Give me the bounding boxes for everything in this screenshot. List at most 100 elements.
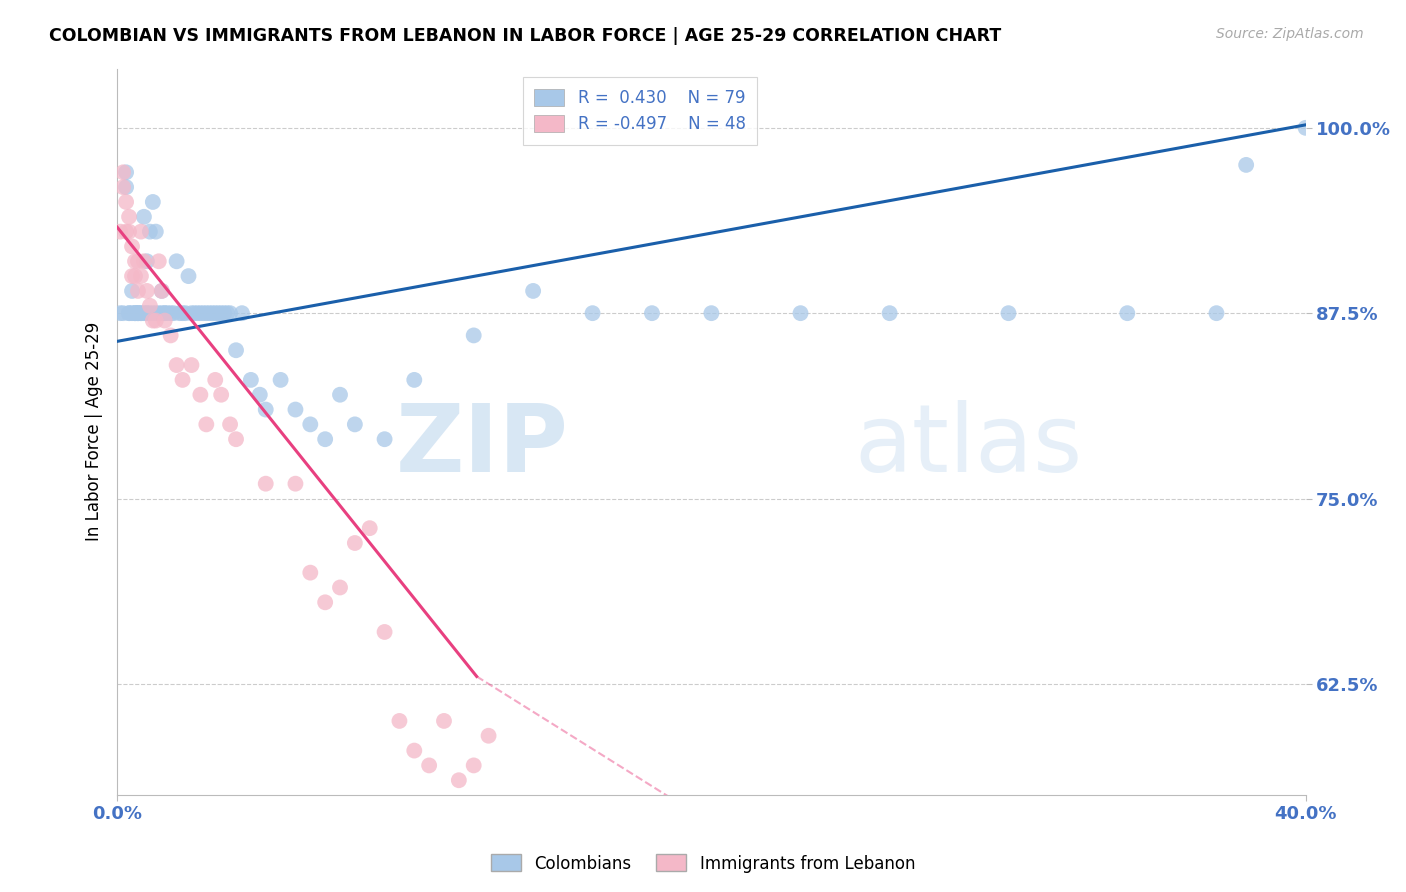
Point: [204, 306, 226, 320]
Point: [343, 536, 366, 550]
Point: [329, 388, 352, 402]
Point: [135, 306, 157, 320]
Point: [129, 306, 152, 320]
Point: [124, 269, 146, 284]
Point: [299, 566, 322, 580]
Point: [156, 306, 179, 320]
Point: [195, 306, 218, 320]
Point: [374, 432, 396, 446]
Point: [150, 306, 173, 320]
Point: [148, 306, 170, 320]
Point: [447, 773, 470, 788]
Point: [641, 306, 664, 320]
Point: [142, 306, 165, 320]
Point: [225, 343, 247, 358]
Point: [115, 225, 138, 239]
Point: [132, 210, 155, 224]
Point: [112, 165, 135, 179]
Legend: Colombians, Immigrants from Lebanon: Colombians, Immigrants from Lebanon: [484, 847, 922, 880]
Point: [142, 313, 165, 327]
Point: [477, 729, 499, 743]
Point: [112, 306, 135, 320]
Point: [209, 388, 232, 402]
Point: [433, 714, 456, 728]
Point: [997, 306, 1019, 320]
Point: [153, 313, 176, 327]
Point: [121, 284, 143, 298]
Point: [150, 284, 173, 298]
Point: [1234, 158, 1257, 172]
Point: [118, 225, 141, 239]
Point: [153, 306, 176, 320]
Point: [388, 714, 411, 728]
Point: [129, 306, 152, 320]
Point: [404, 373, 426, 387]
Point: [463, 758, 485, 772]
Point: [254, 476, 277, 491]
Point: [121, 306, 143, 320]
Point: [789, 306, 811, 320]
Text: atlas: atlas: [853, 401, 1083, 492]
Point: [463, 328, 485, 343]
Point: [209, 306, 232, 320]
Point: [217, 306, 239, 320]
Point: [186, 306, 208, 320]
Point: [343, 417, 366, 432]
Point: [169, 306, 191, 320]
Point: [127, 254, 149, 268]
Point: [374, 624, 396, 639]
Point: [118, 306, 141, 320]
Point: [129, 269, 152, 284]
Point: [249, 388, 271, 402]
Point: [180, 306, 202, 320]
Point: [190, 388, 212, 402]
Point: [112, 180, 135, 194]
Point: [139, 225, 162, 239]
Point: [219, 417, 242, 432]
Point: [135, 254, 157, 268]
Text: COLOMBIAN VS IMMIGRANTS FROM LEBANON IN LABOR FORCE | AGE 25-29 CORRELATION CHAR: COLOMBIAN VS IMMIGRANTS FROM LEBANON IN …: [49, 27, 1001, 45]
Point: [162, 306, 184, 320]
Point: [700, 306, 723, 320]
Point: [135, 306, 157, 320]
Y-axis label: In Labor Force | Age 25-29: In Labor Force | Age 25-29: [86, 322, 103, 541]
Point: [195, 417, 218, 432]
Point: [418, 758, 440, 772]
Point: [166, 358, 188, 372]
Point: [581, 306, 603, 320]
Point: [193, 306, 215, 320]
Legend: R =  0.430    N = 79, R = -0.497    N = 48: R = 0.430 N = 79, R = -0.497 N = 48: [523, 77, 758, 145]
Point: [150, 284, 173, 298]
Point: [135, 284, 157, 298]
Point: [329, 581, 352, 595]
Point: [127, 306, 149, 320]
Text: Source: ZipAtlas.com: Source: ZipAtlas.com: [1216, 27, 1364, 41]
Point: [108, 225, 131, 239]
Point: [127, 284, 149, 298]
Point: [879, 306, 901, 320]
Point: [145, 225, 167, 239]
Point: [522, 284, 544, 298]
Point: [145, 306, 167, 320]
Point: [121, 269, 143, 284]
Point: [219, 306, 242, 320]
Point: [225, 432, 247, 446]
Point: [124, 306, 146, 320]
Point: [284, 476, 307, 491]
Point: [231, 306, 253, 320]
Point: [204, 373, 226, 387]
Point: [270, 373, 292, 387]
Point: [115, 180, 138, 194]
Point: [124, 254, 146, 268]
Point: [142, 194, 165, 209]
Point: [198, 306, 221, 320]
Point: [183, 306, 205, 320]
Point: [174, 306, 197, 320]
Point: [314, 595, 336, 609]
Point: [1116, 306, 1139, 320]
Point: [148, 254, 170, 268]
Point: [124, 306, 146, 320]
Point: [121, 239, 143, 253]
Point: [108, 306, 131, 320]
Point: [127, 306, 149, 320]
